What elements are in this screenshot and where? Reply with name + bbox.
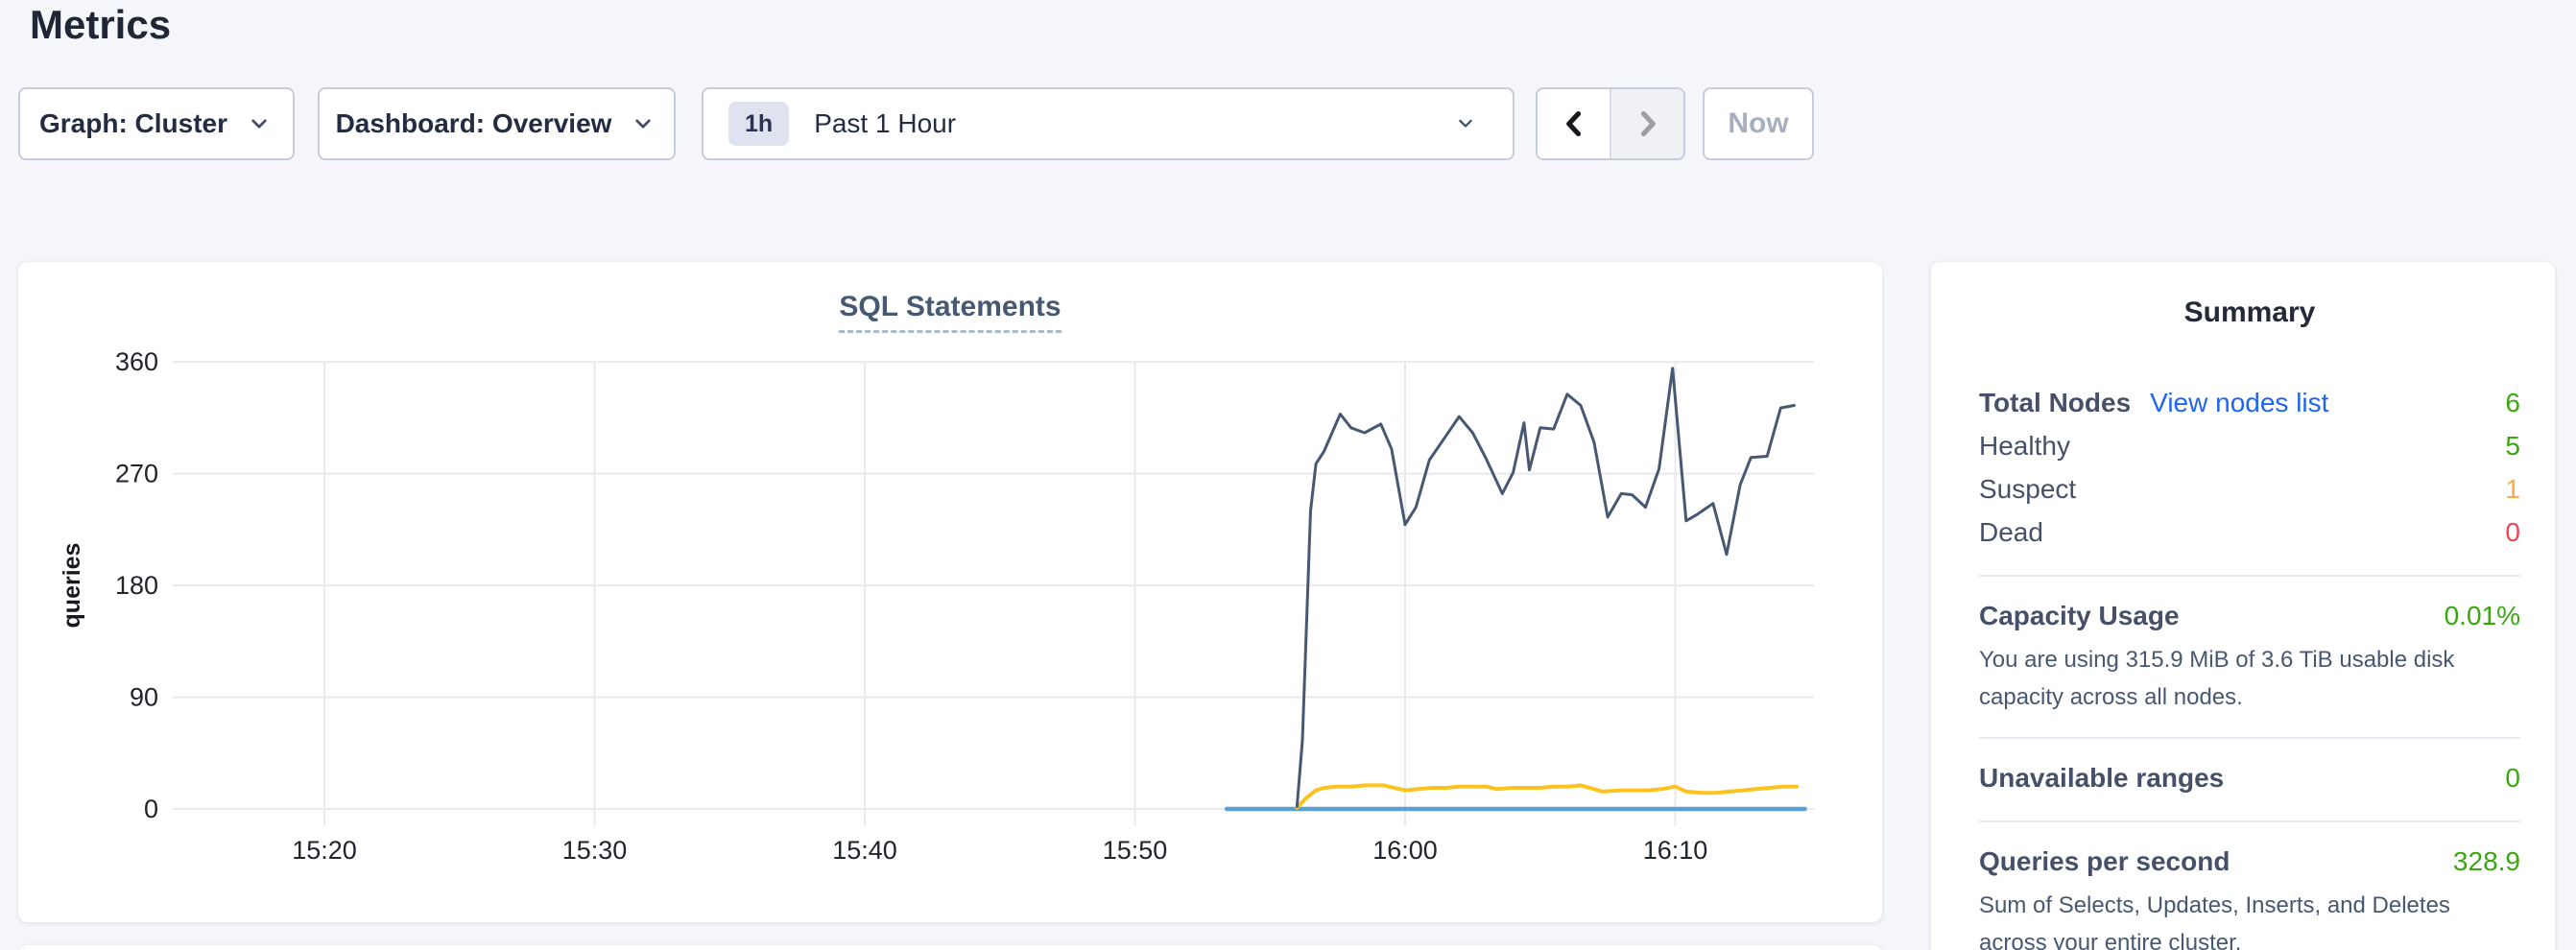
- suspect-nodes-row: Suspect 1: [1979, 467, 2520, 511]
- dead-value: 0: [2505, 516, 2520, 547]
- time-range-badge: 1h: [728, 102, 790, 146]
- queries-per-second-label: Queries per second: [1979, 845, 2230, 876]
- suspect-value: 1: [2505, 473, 2520, 504]
- time-back-button[interactable]: [1538, 89, 1610, 158]
- capacity-usage-description: You are using 315.9 MiB of 3.6 TiB usabl…: [1979, 647, 2455, 710]
- time-range-label: Past 1 Hour: [814, 108, 957, 138]
- unavailable-ranges-row: Unavailable ranges 0: [1979, 756, 2520, 799]
- svg-text:180: 180: [115, 571, 158, 600]
- summary-title: Summary: [2183, 297, 2316, 328]
- view-nodes-list-link[interactable]: View nodes list: [2150, 387, 2329, 417]
- chevron-left-icon: [1565, 110, 1581, 137]
- chevron-down-icon: [635, 119, 652, 129]
- divider: [1979, 820, 2520, 822]
- svg-text:15:50: 15:50: [1103, 836, 1168, 865]
- svg-text:90: 90: [130, 683, 158, 712]
- time-forward-button[interactable]: [1610, 89, 1683, 158]
- chevron-right-icon: [1640, 110, 1656, 137]
- queries-per-second-description: Sum of Selects, Updates, Inserts, and De…: [1979, 892, 2450, 950]
- dead-nodes-row: Dead 0: [1979, 511, 2520, 554]
- healthy-value: 5: [2505, 430, 2520, 461]
- summary-rows: Total Nodes View nodes list 6 Healthy 5 …: [1979, 381, 2520, 950]
- capacity-usage-label: Capacity Usage: [1979, 600, 2180, 630]
- svg-text:16:00: 16:00: [1372, 836, 1438, 865]
- unavailable-ranges-label: Unavailable ranges: [1979, 762, 2225, 793]
- capacity-usage-row: Capacity Usage 0.01%: [1979, 594, 2520, 637]
- svg-text:16:10: 16:10: [1643, 836, 1708, 865]
- summary-panel: Summary Total Nodes View nodes list 6 He…: [1931, 262, 2555, 950]
- time-range-selector[interactable]: 1h Past 1 Hour: [702, 87, 1515, 160]
- time-pager: [1536, 87, 1685, 160]
- healthy-nodes-row: Healthy 5: [1979, 424, 2520, 467]
- svg-text:15:20: 15:20: [292, 836, 357, 865]
- svg-text:0: 0: [144, 795, 158, 823]
- dead-label: Dead: [1979, 516, 2043, 547]
- sql-statements-chart-card: 0 90 180 270 360 15:20 15:30 15:40 15:50 16:00 16:…: [18, 262, 1882, 922]
- chevron-down-icon: [251, 119, 267, 129]
- now-button-label: Now: [1728, 107, 1789, 139]
- unavailable-ranges-value: 0: [2505, 762, 2520, 793]
- healthy-label: Healthy: [1979, 430, 2070, 461]
- svg-text:360: 360: [115, 347, 158, 376]
- capacity-usage-value: 0.01%: [2444, 600, 2520, 630]
- next-chart-card-edge: [18, 945, 1882, 950]
- page-title: Metrics: [30, 2, 172, 47]
- divider: [1979, 737, 2520, 739]
- svg-text:15:30: 15:30: [562, 836, 628, 865]
- chart-title[interactable]: SQL Statements: [839, 291, 1061, 333]
- svg-text:270: 270: [115, 460, 158, 488]
- total-nodes-row: Total Nodes View nodes list 6: [1979, 381, 2520, 424]
- divider: [1979, 575, 2520, 577]
- total-nodes-label: Total Nodes: [1979, 387, 2132, 417]
- graph-dropdown[interactable]: Graph: Cluster: [18, 87, 295, 160]
- total-nodes-value: 6: [2505, 387, 2520, 417]
- graph-dropdown-label: Graph: Cluster: [38, 108, 228, 138]
- svg-text:15:40: 15:40: [832, 836, 897, 865]
- dashboard-dropdown-label: Dashboard: Overview: [335, 108, 612, 138]
- suspect-label: Suspect: [1979, 473, 2077, 504]
- queries-per-second-row: Queries per second 328.9: [1979, 840, 2520, 883]
- queries-per-second-value: 328.9: [2452, 845, 2520, 876]
- dashboard-dropdown[interactable]: Dashboard: Overview: [318, 87, 676, 160]
- chevron-down-icon: [1459, 119, 1472, 128]
- sql-statements-chart[interactable]: 0 90 180 270 360 15:20 15:30 15:40 15:50 16:00 16:…: [18, 262, 1882, 922]
- svg-text:queries: queries: [59, 543, 85, 629]
- now-button[interactable]: Now: [1703, 87, 1814, 160]
